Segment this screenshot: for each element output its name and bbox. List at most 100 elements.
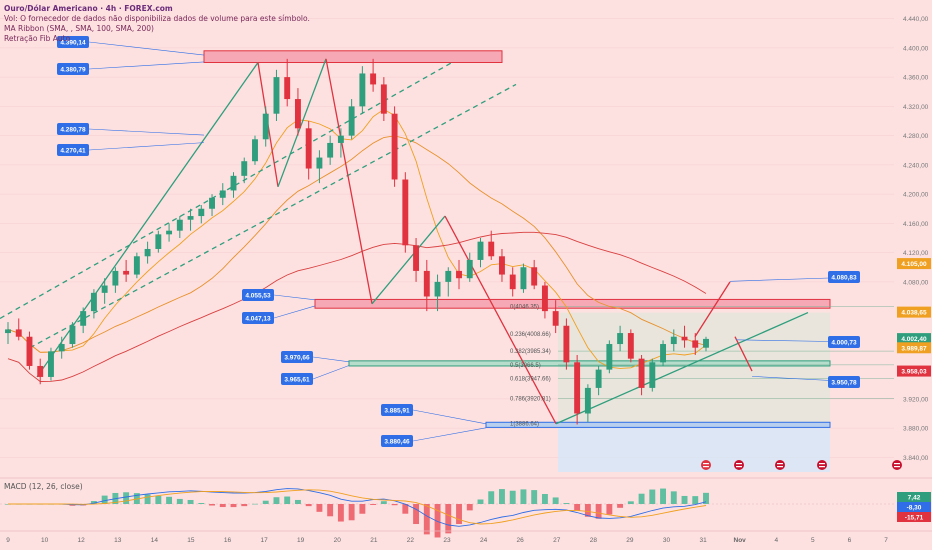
x-tick-label: 20: [334, 537, 342, 544]
macd-histogram-bar: [445, 504, 452, 534]
macd-histogram-bar: [187, 499, 194, 504]
macd-histogram-bar: [670, 491, 677, 504]
price-tag: [897, 365, 931, 377]
macd-histogram-bar: [531, 490, 538, 504]
ma-mid: [7, 135, 707, 353]
x-tick-label: 22: [407, 537, 415, 544]
callout-leader: [88, 61, 205, 70]
price-tag-label: 4.105,00: [901, 261, 927, 268]
candle-body: [649, 362, 656, 388]
economic-event-icon[interactable]: [775, 460, 785, 470]
candle-body: [48, 351, 54, 377]
macd-value-tag: [897, 502, 931, 512]
candle-body: [660, 344, 666, 363]
macd-histogram-bar: [477, 499, 484, 504]
candle-body: [327, 142, 334, 158]
macd-histogram-bar: [241, 504, 248, 507]
channel-upper: [0, 61, 453, 320]
macd-label[interactable]: MACD (12, 26, close): [4, 482, 83, 491]
x-tick-label: 7: [884, 537, 888, 544]
fib-label[interactable]: Retração Fib Auto: [4, 34, 71, 43]
event-icons[interactable]: [701, 460, 902, 470]
macd-histogram-bar: [101, 495, 108, 504]
swing-down-2: [325, 58, 373, 304]
candle-body: [574, 362, 581, 414]
macd-histogram-bar: [284, 496, 291, 504]
economic-event-icon[interactable]: [817, 460, 827, 470]
y-tick-label: 4.400,00: [903, 45, 929, 52]
resistance-zone-top: [203, 50, 503, 63]
candle-body: [552, 311, 559, 326]
price-tag-label: 3.989,87: [901, 345, 927, 352]
candle-body: [37, 365, 44, 377]
macd-histogram-bar: [423, 504, 430, 535]
rising-support: [555, 311, 809, 425]
price-tag-label: 4.038,65: [901, 310, 927, 317]
callout-label: 4.000,73: [831, 340, 857, 347]
candle-body: [638, 358, 645, 388]
candle-body: [133, 256, 140, 275]
macd-histogram-bar: [649, 489, 656, 504]
macd-histogram-bar: [337, 504, 344, 522]
macd-histogram-bar: [520, 489, 527, 504]
ma-ribbon-label[interactable]: MA Ribbon (SMA, , SMA, 100, SMA, 200): [4, 24, 154, 33]
candle-body: [241, 161, 248, 176]
price-tag: [897, 258, 931, 270]
x-tick-label: 4: [774, 537, 778, 544]
candle-body: [627, 333, 634, 359]
economic-event-icon[interactable]: [734, 460, 744, 470]
macd-histogram-bar: [692, 496, 699, 504]
fib-level-label: 1(3886.64): [510, 421, 539, 427]
callout-label: 4.080,83: [831, 275, 857, 282]
economic-event-icon[interactable]: [892, 460, 902, 470]
candle-body: [391, 113, 398, 180]
price-tag-label: 4.002,40: [901, 336, 927, 343]
candle-body: [123, 270, 130, 275]
x-tick-label: 14: [151, 537, 159, 544]
flag-stripe: [736, 463, 742, 465]
candle-body: [402, 179, 409, 246]
x-tick-label: Nov: [734, 537, 747, 544]
x-tick-label: 31: [699, 537, 707, 544]
candle-body: [617, 333, 624, 345]
economic-event-icon[interactable]: [701, 460, 711, 470]
callout-leader: [312, 365, 350, 380]
macd-value-tag: [897, 492, 931, 502]
flag-stripe: [736, 466, 742, 468]
fib-level-label: 0(4046.35): [510, 304, 539, 310]
support-zone-low: [485, 421, 831, 428]
candle-body: [284, 77, 291, 100]
candle-body: [187, 216, 194, 220]
candle-body: [5, 329, 11, 334]
candle-body: [370, 73, 377, 85]
callout-leader: [312, 356, 350, 363]
resistance-zone: [314, 298, 831, 309]
candle-body: [380, 84, 387, 114]
candles: [5, 58, 709, 425]
macd-histogram-bar: [488, 491, 495, 504]
callout-box: [57, 123, 89, 135]
y-tick-label: 4.120,00: [903, 250, 929, 257]
macd-histogram-bar: [595, 504, 602, 519]
symbol-title[interactable]: Ouro/Dólar Americano · 4h · FOREX.com: [4, 4, 173, 13]
macd-histogram-bar: [499, 489, 505, 504]
candle-body: [316, 157, 323, 169]
macd-histogram-bar: [617, 504, 624, 508]
macd-histogram-bar: [466, 504, 473, 511]
price-tags: 4.105,00 4.038,65 4.002,40 3.989,87 3.958,03: [897, 258, 931, 377]
candle-body: [584, 387, 591, 414]
x-tick-label: 19: [297, 537, 305, 544]
candle-body: [69, 325, 76, 345]
macd-histogram-bar: [584, 504, 591, 517]
macd-histogram-bar: [230, 504, 237, 508]
callout-box: [242, 312, 274, 324]
y-tick-label: 4.160,00: [903, 221, 929, 228]
callout-label: 3.950,78: [831, 380, 857, 387]
y-tick-label: 4.200,00: [903, 192, 929, 199]
candle-body: [209, 197, 215, 209]
candle-body: [703, 338, 709, 348]
callout-box: [381, 404, 413, 416]
macd-histogram-bar: [209, 504, 215, 506]
candle-body: [595, 369, 602, 388]
